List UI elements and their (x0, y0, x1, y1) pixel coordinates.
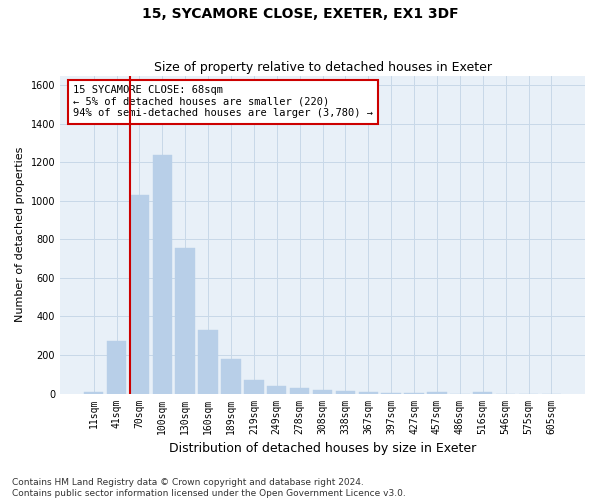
X-axis label: Distribution of detached houses by size in Exeter: Distribution of detached houses by size … (169, 442, 476, 455)
Bar (199, 330, 218, 394)
Bar (427, 392, 446, 394)
Text: Contains HM Land Registry data © Crown copyright and database right 2024.
Contai: Contains HM Land Registry data © Crown c… (12, 478, 406, 498)
Y-axis label: Number of detached properties: Number of detached properties (15, 147, 25, 322)
Bar (130, 195, 149, 394)
Text: 15 SYCAMORE CLOSE: 68sqm
← 5% of detached houses are smaller (220)
94% of semi-d: 15 SYCAMORE CLOSE: 68sqm ← 5% of detache… (73, 85, 373, 118)
Bar (107, 340, 126, 394)
Bar (313, 390, 332, 394)
Bar (152, 154, 172, 394)
Text: 15, SYCAMORE CLOSE, EXETER, EX1 3DF: 15, SYCAMORE CLOSE, EXETER, EX1 3DF (142, 8, 458, 22)
Bar (267, 386, 286, 394)
Bar (382, 392, 401, 394)
Bar (84, 392, 103, 394)
Bar (221, 359, 241, 394)
Bar (473, 392, 493, 394)
Bar (244, 380, 263, 394)
Title: Size of property relative to detached houses in Exeter: Size of property relative to detached ho… (154, 62, 491, 74)
Bar (175, 248, 195, 394)
Bar (359, 392, 378, 394)
Bar (290, 388, 310, 394)
Bar (335, 390, 355, 394)
